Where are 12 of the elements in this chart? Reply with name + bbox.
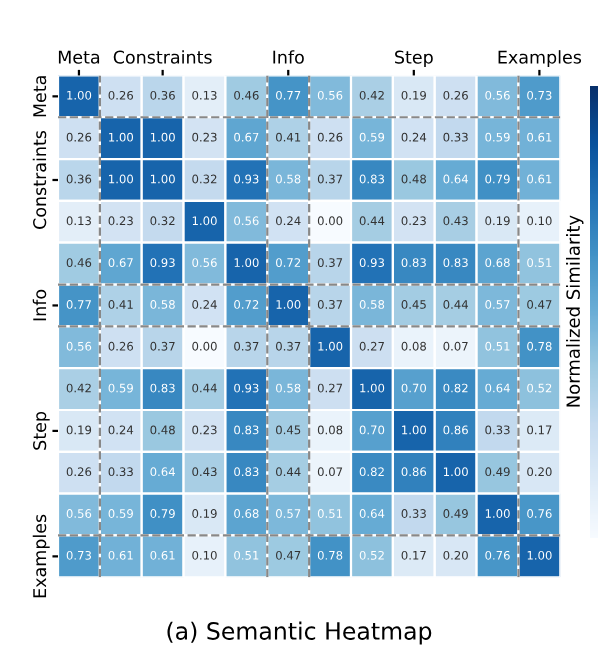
x-tick-label: Constraints <box>113 50 212 64</box>
text: (a) Semantic Heatmap <box>167 621 432 645</box>
x-tick-label: Examples <box>498 50 582 68</box>
x-tick-label: Meta <box>58 50 100 64</box>
x-tick-label: Step <box>395 50 433 68</box>
y-tick-label: Meta <box>33 76 47 117</box>
y-tick-label: Constraints <box>32 130 47 229</box>
color-bar-title: Normalized Similarity <box>566 215 584 407</box>
y-tick-label: Step <box>33 411 50 450</box>
x-tick-label: Info <box>273 50 304 64</box>
y-tick-label: Info <box>32 289 47 321</box>
y-tick-label: Examples <box>32 514 50 598</box>
